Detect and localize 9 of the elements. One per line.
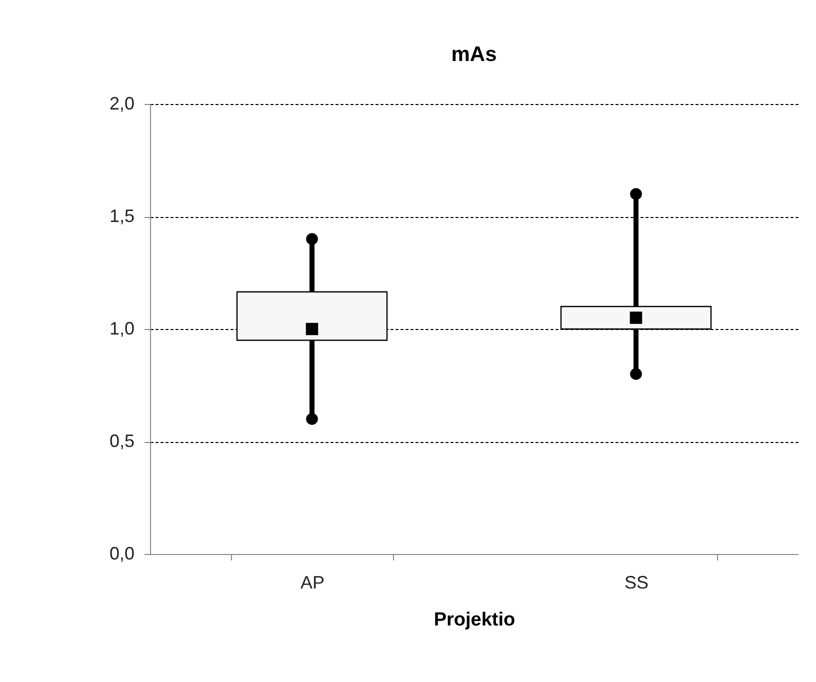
y-tick-label: 1,0 [109,318,134,338]
x-axis-title: Projektio [434,610,516,630]
y-tick-label: 0,0 [109,544,134,564]
y-tick-label: 2,0 [109,94,134,114]
x-tick-label: AP [300,572,325,592]
y-tick-label: 0,5 [109,431,134,451]
x-tick-label: SS [624,572,649,592]
chart-title: mAs [451,43,497,66]
y-tick-label: 1,5 [109,206,134,226]
